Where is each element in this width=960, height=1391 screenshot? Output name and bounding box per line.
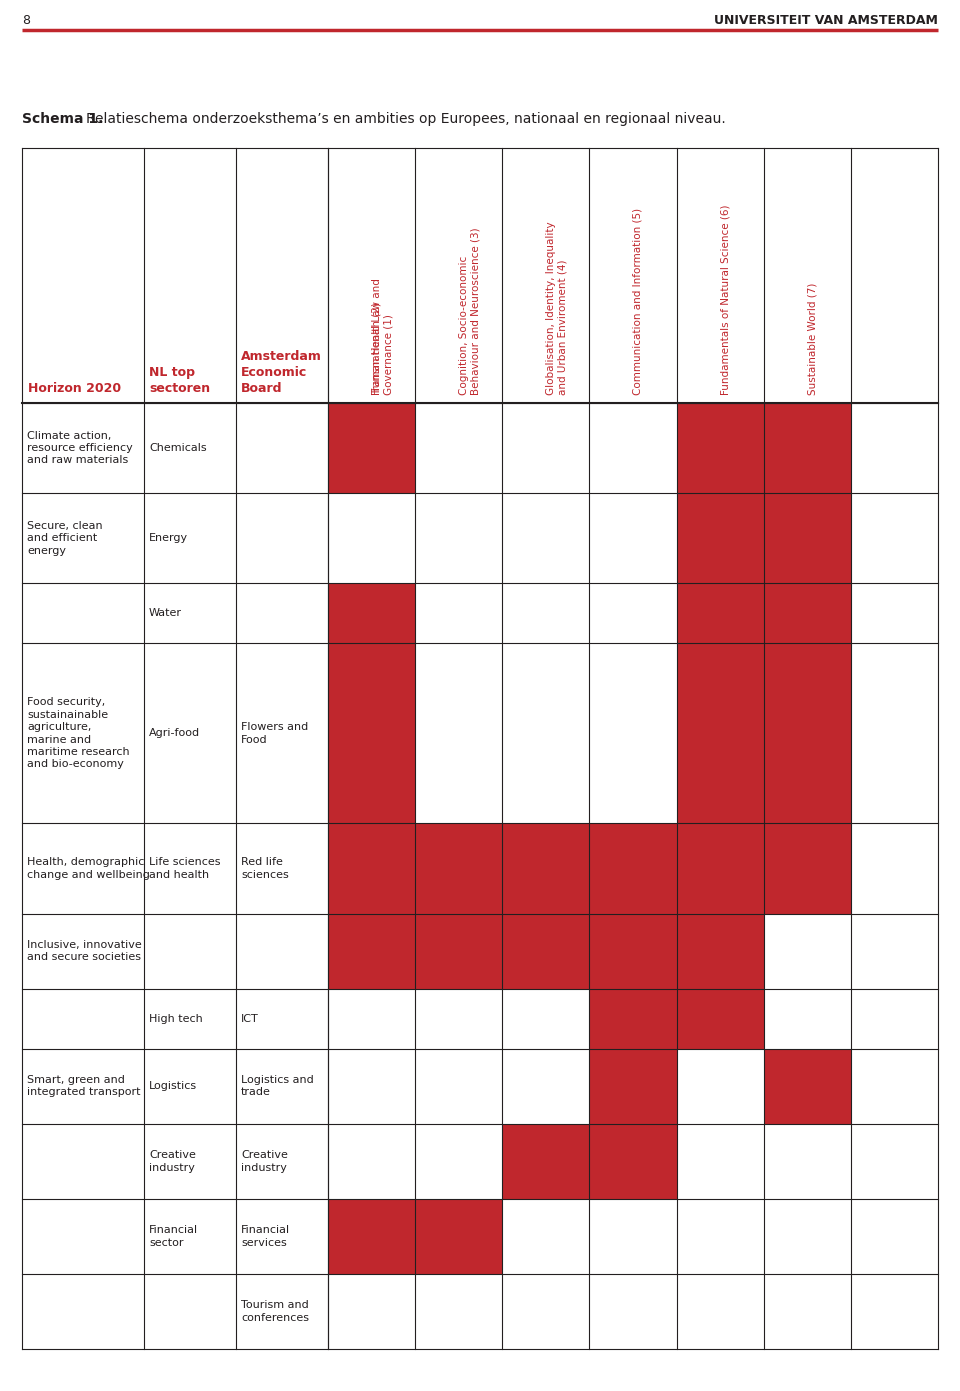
Text: Secure, clean
and efficient
energy: Secure, clean and efficient energy bbox=[27, 520, 103, 555]
Bar bbox=[589, 823, 677, 914]
Bar bbox=[328, 403, 415, 492]
Text: Financial
sector: Financial sector bbox=[149, 1225, 198, 1248]
Text: Chemicals: Chemicals bbox=[149, 444, 206, 453]
Bar bbox=[764, 643, 851, 823]
Bar bbox=[677, 643, 764, 823]
Bar bbox=[415, 823, 502, 914]
Text: Life sciences
and health: Life sciences and health bbox=[149, 857, 221, 879]
Text: Horizon 2020: Horizon 2020 bbox=[28, 383, 121, 395]
Bar bbox=[764, 403, 851, 492]
Bar bbox=[764, 1049, 851, 1124]
Bar bbox=[328, 914, 415, 989]
Bar bbox=[677, 823, 764, 914]
Text: Agri-food: Agri-food bbox=[149, 729, 200, 739]
Text: Creative
industry: Creative industry bbox=[241, 1150, 288, 1173]
Text: Transnational Law and
Governance (1): Transnational Law and Governance (1) bbox=[372, 278, 394, 395]
Text: Communication and Information (5): Communication and Information (5) bbox=[633, 207, 643, 395]
Bar bbox=[677, 914, 764, 989]
Text: Smart, green and
integrated transport: Smart, green and integrated transport bbox=[27, 1075, 140, 1097]
Text: Climate action,
resource efficiency
and raw materials: Climate action, resource efficiency and … bbox=[27, 431, 132, 466]
Text: Schema 1.: Schema 1. bbox=[22, 113, 104, 127]
Text: Water: Water bbox=[149, 608, 182, 618]
Bar bbox=[328, 1199, 415, 1274]
Text: Red life
sciences: Red life sciences bbox=[241, 857, 289, 879]
Text: Human Health (2): Human Health (2) bbox=[372, 302, 381, 395]
Text: Tourism and
conferences: Tourism and conferences bbox=[241, 1301, 309, 1323]
Bar bbox=[589, 1049, 677, 1124]
Bar bbox=[677, 989, 764, 1049]
Bar bbox=[764, 492, 851, 583]
Text: Fundamentals of Natural Science (6): Fundamentals of Natural Science (6) bbox=[720, 204, 731, 395]
Text: Flowers and
Food: Flowers and Food bbox=[241, 722, 308, 744]
Bar bbox=[764, 583, 851, 643]
Bar bbox=[677, 583, 764, 643]
Bar bbox=[677, 403, 764, 492]
Text: UNIVERSITEIT VAN AMSTERDAM: UNIVERSITEIT VAN AMSTERDAM bbox=[714, 14, 938, 26]
Text: NL top
sectoren: NL top sectoren bbox=[149, 366, 210, 395]
Text: Globalisation, Identity, Inequality
and Urban Enviroment (4): Globalisation, Identity, Inequality and … bbox=[546, 221, 568, 395]
Text: Amsterdam
Economic
Board: Amsterdam Economic Board bbox=[241, 351, 322, 395]
Bar bbox=[328, 643, 415, 823]
Bar bbox=[589, 1124, 677, 1199]
Text: Health, demographic
change and wellbeing: Health, demographic change and wellbeing bbox=[27, 857, 150, 879]
Bar bbox=[677, 492, 764, 583]
Text: Creative
industry: Creative industry bbox=[149, 1150, 196, 1173]
Bar bbox=[764, 823, 851, 914]
Bar bbox=[589, 914, 677, 989]
Bar bbox=[328, 583, 415, 643]
Bar bbox=[415, 914, 502, 989]
Bar bbox=[502, 1124, 589, 1199]
Text: Inclusive, innovative
and secure societies: Inclusive, innovative and secure societi… bbox=[27, 940, 142, 963]
Bar bbox=[502, 914, 589, 989]
Bar bbox=[502, 823, 589, 914]
Bar bbox=[415, 1199, 502, 1274]
Text: Food security,
sustainainable
agriculture,
marine and
maritime research
and bio-: Food security, sustainainable agricultur… bbox=[27, 697, 130, 769]
Text: Financial
services: Financial services bbox=[241, 1225, 290, 1248]
Text: ICT: ICT bbox=[241, 1014, 259, 1024]
Text: Cognition, Socio-economic
Behaviour and Neuroscience (3): Cognition, Socio-economic Behaviour and … bbox=[459, 227, 481, 395]
Bar bbox=[589, 989, 677, 1049]
Text: Relatieschema onderzoeksthema’s en ambities op Europees, nationaal en regionaal : Relatieschema onderzoeksthema’s en ambit… bbox=[86, 113, 726, 127]
Text: Energy: Energy bbox=[149, 533, 188, 542]
Text: High tech: High tech bbox=[149, 1014, 203, 1024]
Bar bbox=[328, 823, 415, 914]
Text: Sustainable World (7): Sustainable World (7) bbox=[807, 282, 817, 395]
Text: Logistics and
trade: Logistics and trade bbox=[241, 1075, 314, 1097]
Text: 8: 8 bbox=[22, 14, 30, 26]
Text: Logistics: Logistics bbox=[149, 1081, 197, 1091]
